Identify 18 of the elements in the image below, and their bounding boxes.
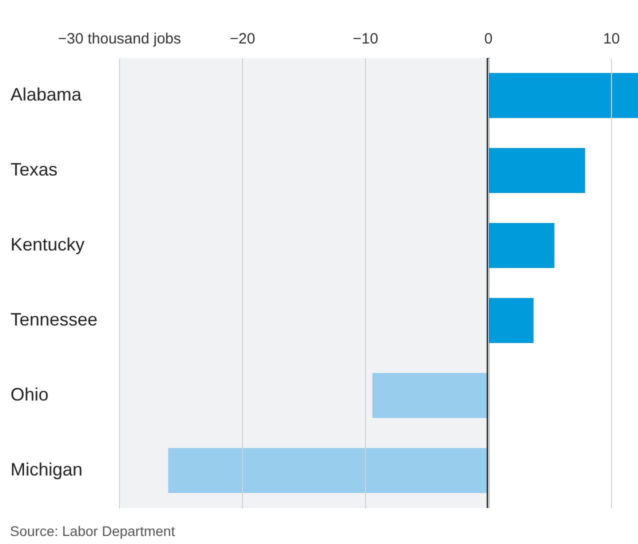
y-tick-label: Tennessee [10, 310, 98, 330]
y-tick-label: Kentucky [10, 234, 85, 254]
bar [168, 448, 488, 493]
y-tick-label: Texas [10, 160, 58, 180]
x-tick-label: −10 [352, 30, 378, 48]
bar [488, 223, 554, 268]
bar [488, 298, 534, 343]
source-note: Source: Labor Department [10, 523, 176, 539]
y-tick-label: Michigan [10, 460, 83, 480]
x-tick-label: 0 [484, 30, 493, 48]
x-tick-label: 10 [603, 30, 620, 48]
y-tick-label: Ohio [10, 384, 49, 404]
x-tick-label: −20 [230, 30, 256, 48]
bar [488, 148, 586, 193]
bar [488, 73, 638, 118]
x-tick-label: −30 thousand jobs [58, 30, 182, 48]
bar [372, 373, 488, 418]
y-tick-label: Alabama [10, 84, 83, 104]
